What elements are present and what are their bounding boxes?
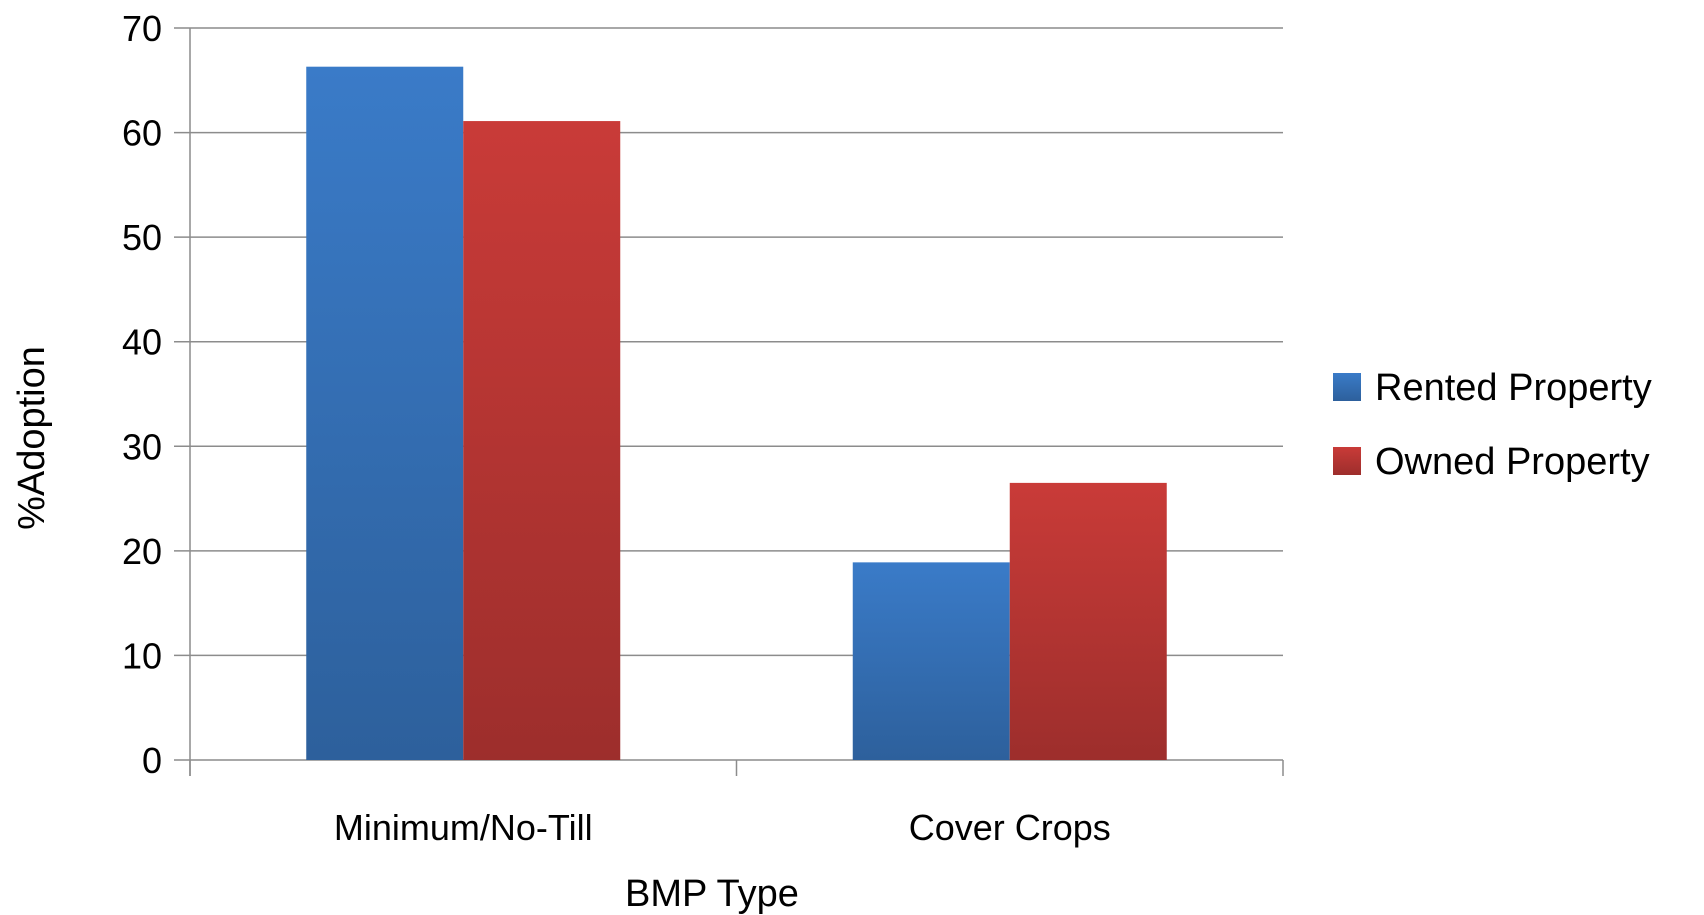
y-tick-label: 10 — [122, 635, 162, 676]
y-axis-title: %Adoption — [11, 346, 53, 530]
y-tick-label: 60 — [122, 113, 162, 154]
y-tick-label: 0 — [142, 740, 162, 781]
bar-rented-property-1 — [852, 562, 1010, 760]
x-axis-title: BMP Type — [625, 873, 799, 915]
y-tick-label: 40 — [122, 322, 162, 363]
bar-rented-property-0 — [306, 66, 464, 761]
y-tick-label: 50 — [122, 217, 162, 258]
bar-owned-property-1 — [1009, 482, 1167, 760]
legend: Rented Property Owned Property — [1333, 367, 1652, 483]
bars — [306, 66, 1167, 761]
x-tick-label: Cover Crops — [909, 807, 1111, 848]
legend-swatch — [1333, 447, 1361, 475]
bar-owned-property-0 — [463, 121, 621, 760]
y-tick-label: 20 — [122, 531, 162, 572]
legend-label: Rented Property — [1375, 367, 1652, 409]
legend-label: Owned Property — [1375, 441, 1650, 483]
legend-swatch — [1333, 373, 1361, 401]
y-tick-label: 70 — [122, 8, 162, 49]
x-tick-label: Minimum/No-Till — [334, 807, 593, 848]
axes: 0 10 20 30 40 50 60 70 Minimum/No-Till Cover Crop… — [122, 8, 1284, 848]
y-tick-label: 30 — [122, 426, 162, 467]
